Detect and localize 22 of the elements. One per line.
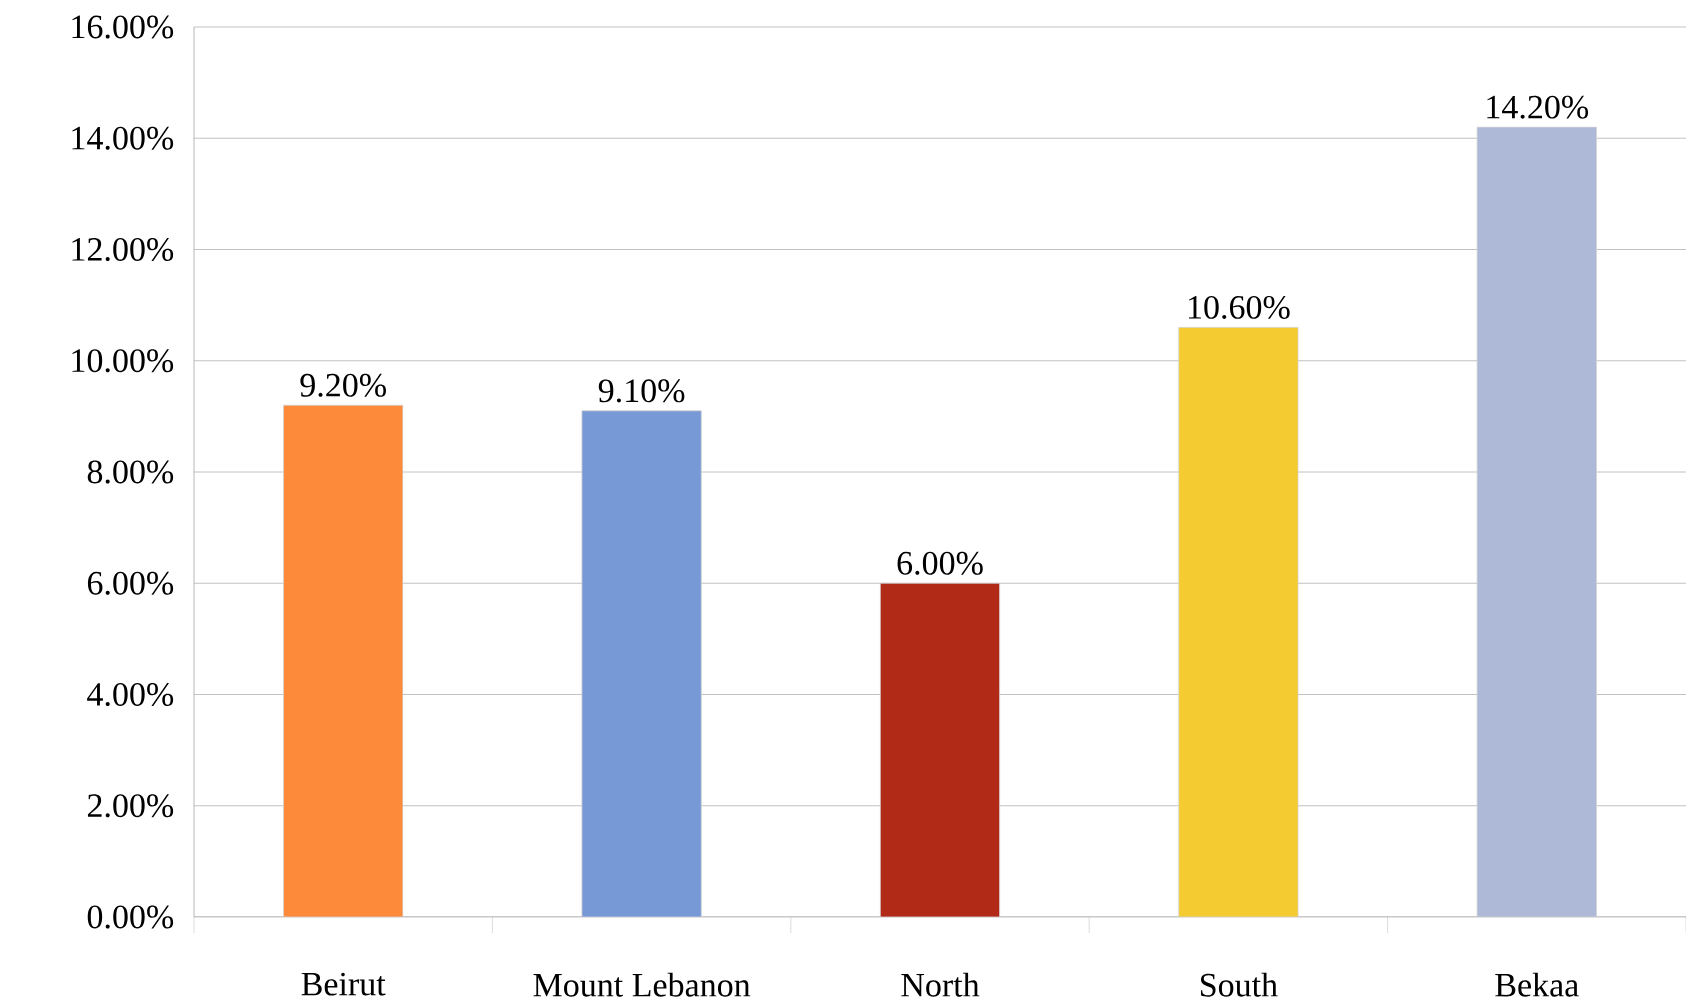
y-tick-label: 14.00% [72,126,174,150]
bar [581,410,702,917]
x-tick-label: Beirut [301,972,386,996]
y-tick-label: 12.00% [72,237,174,262]
data-label: 9.20% [300,373,386,397]
x-tick-label: Mount Lebanon [533,972,751,997]
data-label: 14.20% [1487,95,1589,119]
y-tick-label: 0.00% [87,905,174,929]
data-label: 10.60% [1188,295,1290,319]
data-label: 6.00% [897,551,983,575]
y-tick-label: 10.00% [72,349,174,373]
bar [283,404,404,917]
y-tick-label: 6.00% [87,571,174,595]
y-tick-label: 16.00% [72,15,174,39]
y-tick-label: 4.00% [87,682,174,707]
bar [1476,126,1597,917]
x-tick-label: North [901,972,980,997]
x-tick-label: Bekaa [1495,972,1579,997]
y-tick-label: 8.00% [87,460,174,484]
data-label: 9.10% [598,379,685,403]
y-tick-label: 2.00% [87,794,174,818]
x-tick-label: South [1201,972,1278,997]
